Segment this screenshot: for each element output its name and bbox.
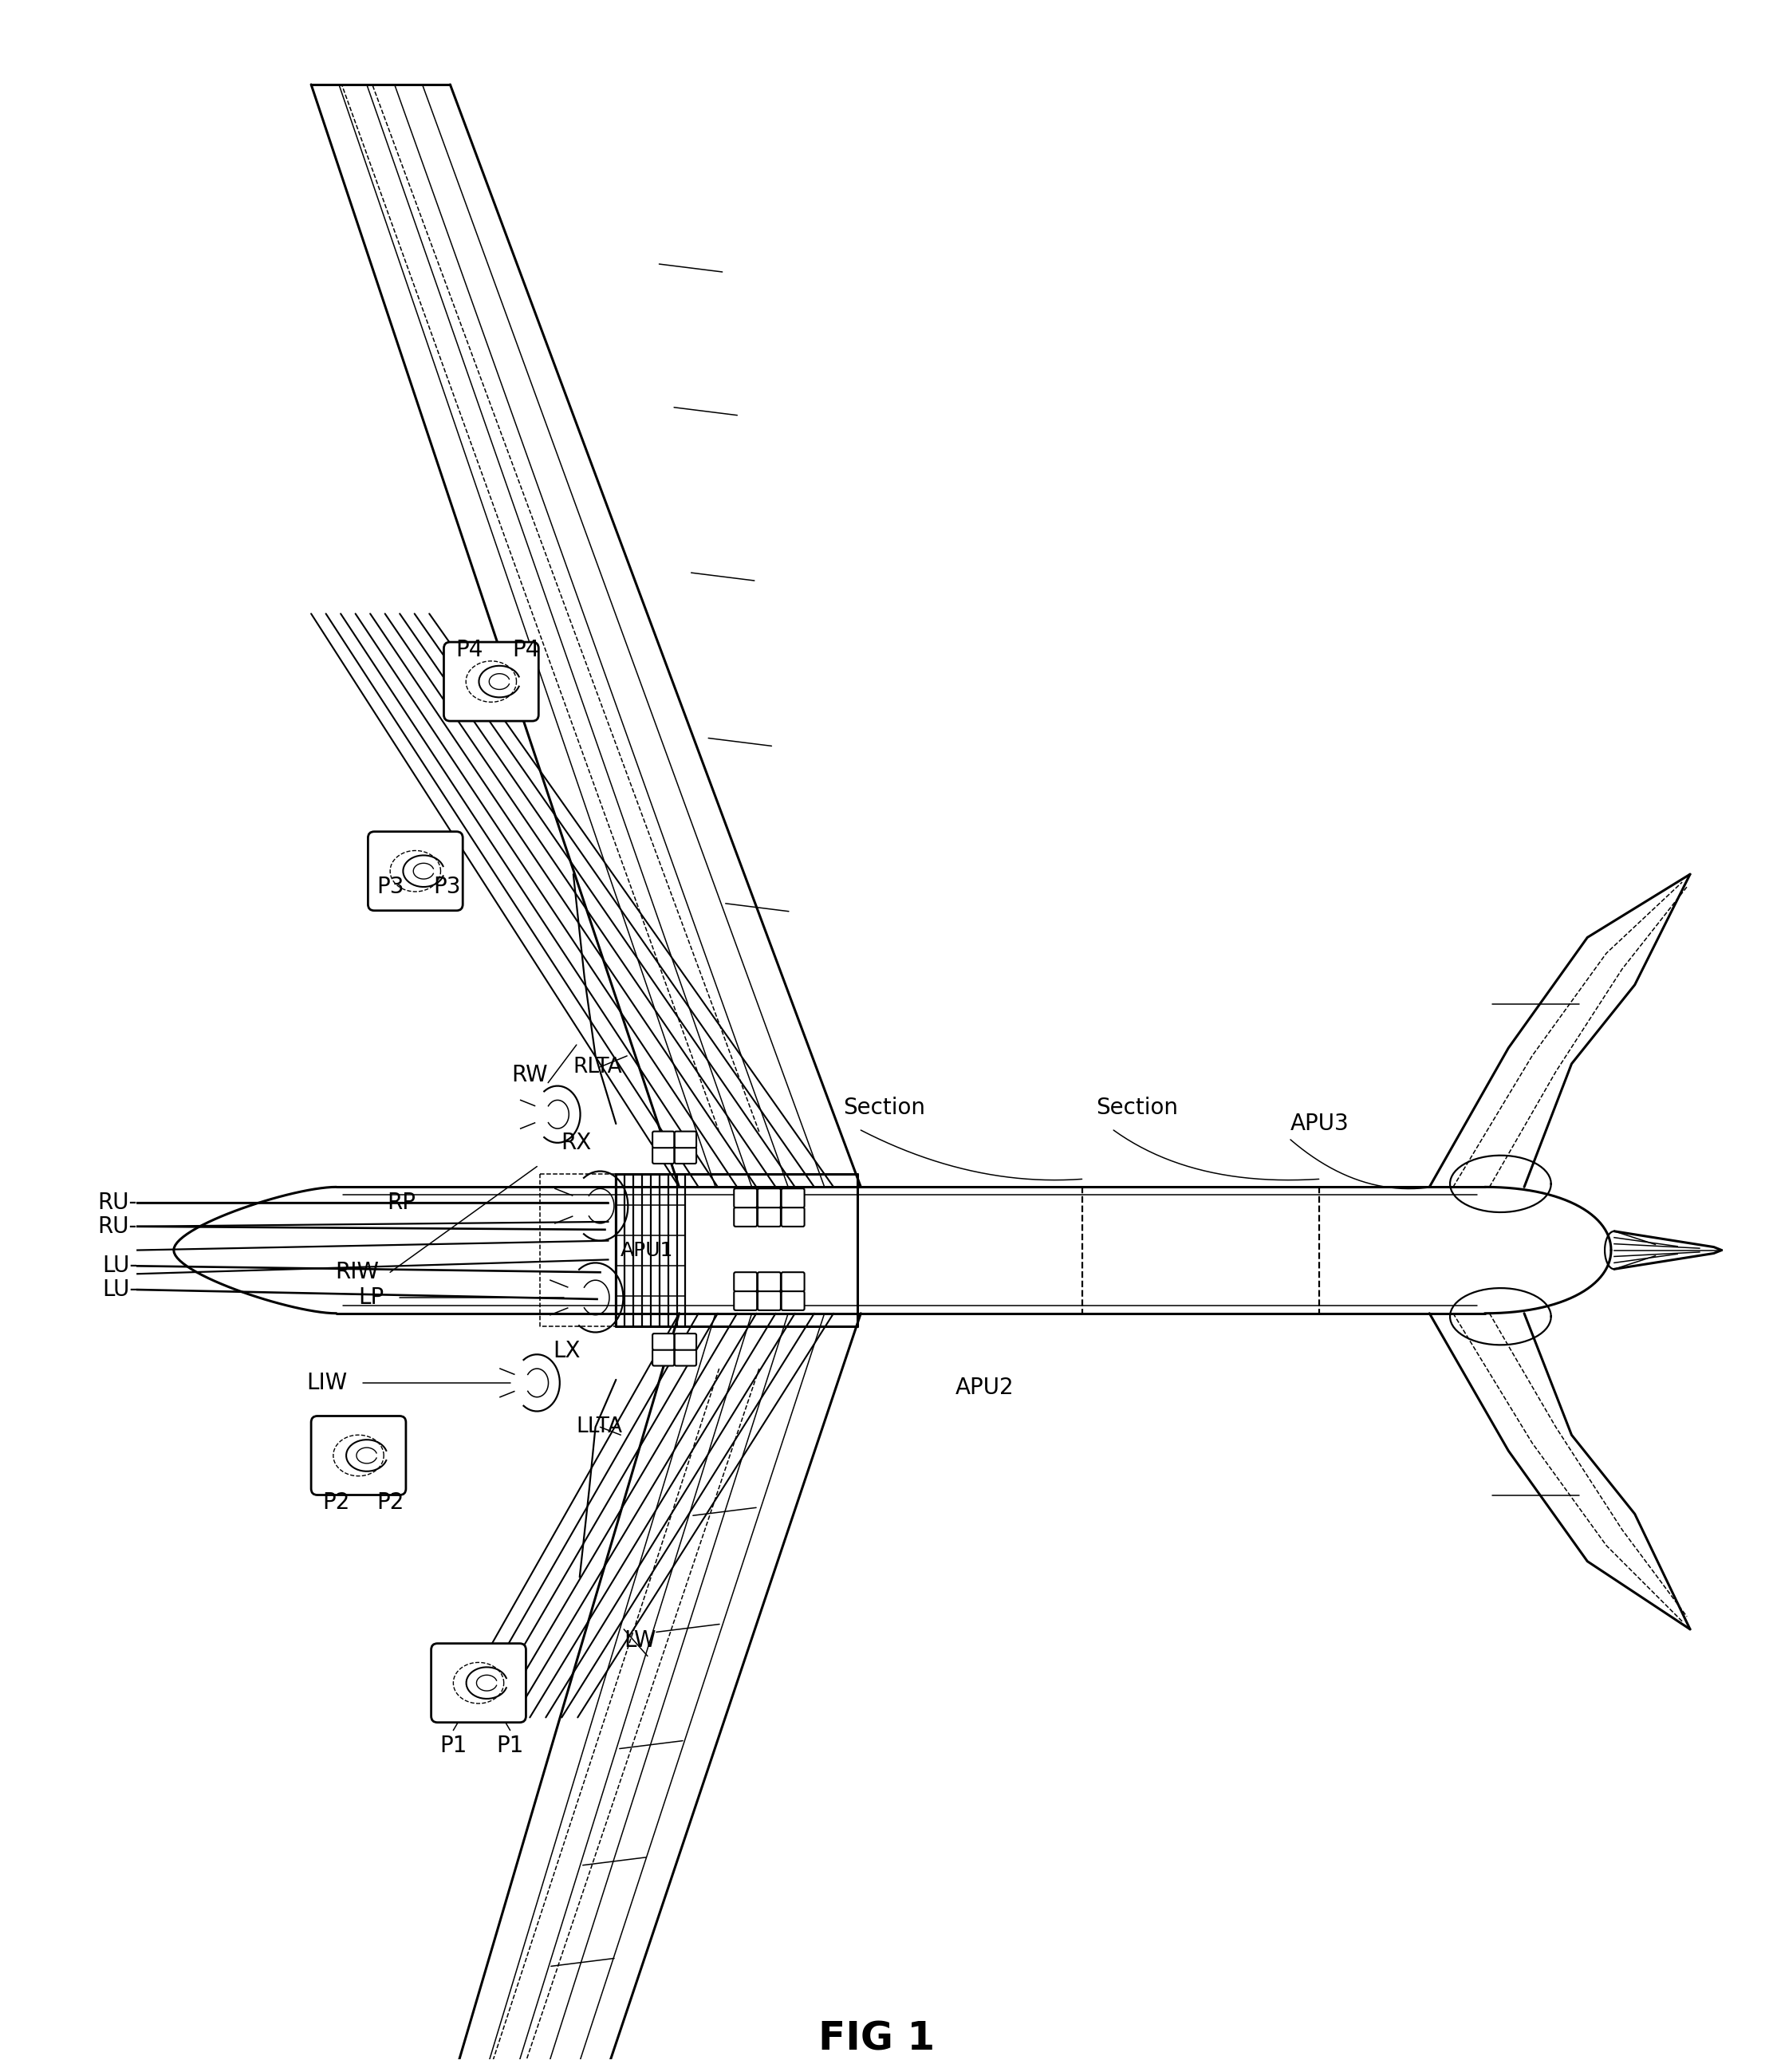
Text: P2: P2 [322, 1492, 350, 1515]
FancyBboxPatch shape [653, 1148, 674, 1164]
FancyBboxPatch shape [734, 1291, 757, 1310]
Text: P4: P4 [455, 638, 483, 661]
FancyBboxPatch shape [757, 1208, 780, 1227]
FancyBboxPatch shape [368, 831, 463, 910]
FancyBboxPatch shape [757, 1291, 780, 1310]
Text: RU-: RU- [97, 1216, 138, 1237]
Text: P3: P3 [377, 876, 403, 897]
Text: APU2: APU2 [955, 1376, 1014, 1399]
Text: RW: RW [511, 1063, 548, 1086]
FancyBboxPatch shape [734, 1189, 757, 1208]
Text: P2: P2 [377, 1492, 403, 1515]
FancyBboxPatch shape [782, 1291, 805, 1310]
Text: LP: LP [357, 1287, 384, 1310]
FancyBboxPatch shape [782, 1272, 805, 1291]
FancyBboxPatch shape [444, 642, 538, 721]
FancyBboxPatch shape [674, 1334, 697, 1351]
Text: LW: LW [624, 1629, 656, 1651]
Text: P4: P4 [513, 638, 540, 661]
Text: APU3: APU3 [1290, 1113, 1350, 1135]
FancyBboxPatch shape [757, 1189, 780, 1208]
Text: RX: RX [561, 1131, 591, 1154]
FancyBboxPatch shape [311, 1415, 405, 1496]
Text: LU-: LU- [103, 1278, 138, 1301]
FancyBboxPatch shape [653, 1349, 674, 1365]
Text: LIW: LIW [306, 1372, 347, 1394]
FancyBboxPatch shape [653, 1131, 674, 1148]
FancyBboxPatch shape [782, 1208, 805, 1227]
FancyBboxPatch shape [674, 1349, 697, 1365]
Text: APU1: APU1 [621, 1241, 674, 1260]
FancyBboxPatch shape [653, 1334, 674, 1351]
FancyBboxPatch shape [757, 1272, 780, 1291]
FancyBboxPatch shape [674, 1148, 697, 1164]
Text: P3: P3 [433, 876, 460, 897]
Text: Section: Section [1097, 1096, 1178, 1119]
FancyBboxPatch shape [734, 1208, 757, 1227]
Text: P1: P1 [439, 1734, 467, 1757]
FancyBboxPatch shape [734, 1272, 757, 1291]
Text: LU-: LU- [103, 1256, 138, 1276]
Text: RU-: RU- [97, 1191, 138, 1214]
Text: FIG 1: FIG 1 [819, 2020, 936, 2057]
Text: LX: LX [552, 1341, 580, 1363]
Text: RP: RP [387, 1191, 416, 1214]
FancyBboxPatch shape [782, 1189, 805, 1208]
FancyBboxPatch shape [674, 1131, 697, 1148]
Text: P1: P1 [497, 1734, 524, 1757]
Text: RLTA: RLTA [573, 1057, 623, 1077]
Text: Section: Section [844, 1096, 925, 1119]
Text: RIW: RIW [334, 1262, 379, 1283]
Text: LLTA: LLTA [577, 1417, 623, 1438]
FancyBboxPatch shape [432, 1643, 525, 1722]
